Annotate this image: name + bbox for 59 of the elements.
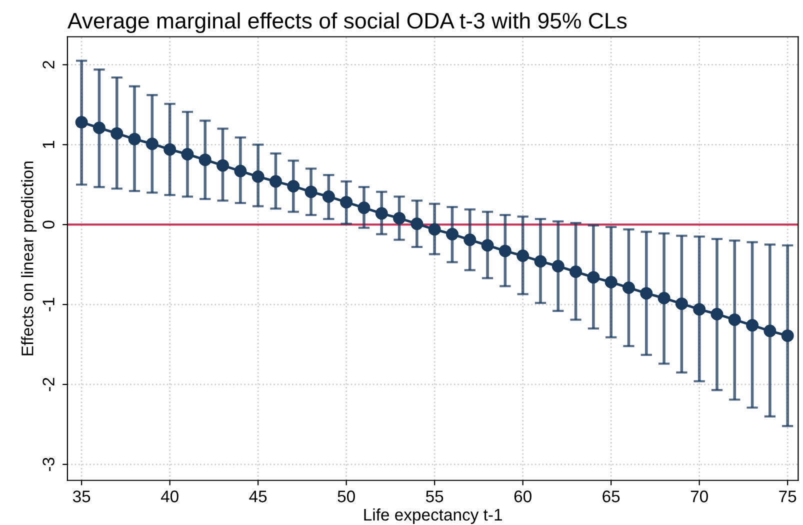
y-axis-title: Effects on linear prediction	[21, 162, 37, 356]
x-tick-label: 50	[338, 490, 355, 502]
x-tick-label: 70	[690, 490, 708, 502]
point	[428, 223, 441, 236]
x-axis-title: Life expectancy t-1	[364, 508, 502, 524]
point	[269, 175, 282, 188]
x-tick-label: 65	[602, 490, 620, 502]
point	[481, 239, 494, 252]
point	[181, 148, 194, 160]
point	[375, 207, 388, 220]
point	[128, 132, 141, 146]
y-tick-label: 0	[42, 220, 54, 229]
point	[764, 324, 776, 338]
point	[198, 154, 212, 166]
x-tick-label: 75	[779, 490, 796, 502]
point	[516, 250, 530, 262]
x-tick-label: 40	[160, 490, 178, 502]
point	[675, 297, 688, 310]
y-tick-label: -3	[42, 458, 54, 472]
point	[781, 329, 794, 342]
point	[304, 186, 318, 198]
point	[358, 202, 370, 214]
point	[393, 212, 406, 224]
point	[658, 292, 670, 304]
point	[446, 228, 458, 240]
point	[587, 271, 600, 284]
point	[92, 122, 106, 134]
x-tick-label: 60	[514, 490, 532, 502]
point	[146, 138, 158, 150]
point	[693, 303, 706, 316]
point	[287, 180, 300, 192]
y-tick-label: 2	[42, 60, 54, 69]
point	[216, 159, 230, 172]
point	[164, 143, 176, 156]
y-tick-label: -1	[42, 298, 54, 312]
x-tick-label: 55	[426, 490, 444, 502]
point	[234, 164, 247, 178]
point	[728, 313, 741, 326]
point	[746, 319, 759, 332]
x-tick-label: 35	[72, 490, 90, 502]
point	[498, 244, 512, 258]
point	[534, 255, 547, 268]
point	[640, 287, 653, 300]
point	[252, 170, 264, 183]
y-tick-label: 1	[42, 140, 54, 148]
x-tick-label: 45	[249, 490, 267, 502]
point	[464, 234, 476, 246]
point	[410, 218, 424, 230]
point	[710, 308, 724, 320]
point	[604, 276, 618, 288]
point	[322, 190, 335, 203]
chart-title: Average marginal effects of social ODA t-3 with 95% CLs	[67, 12, 627, 34]
point	[75, 116, 88, 129]
point	[340, 196, 353, 208]
point	[622, 281, 635, 294]
y-tick-label: -2	[42, 378, 54, 392]
point	[110, 127, 124, 140]
point	[552, 260, 564, 272]
point	[570, 266, 582, 278]
